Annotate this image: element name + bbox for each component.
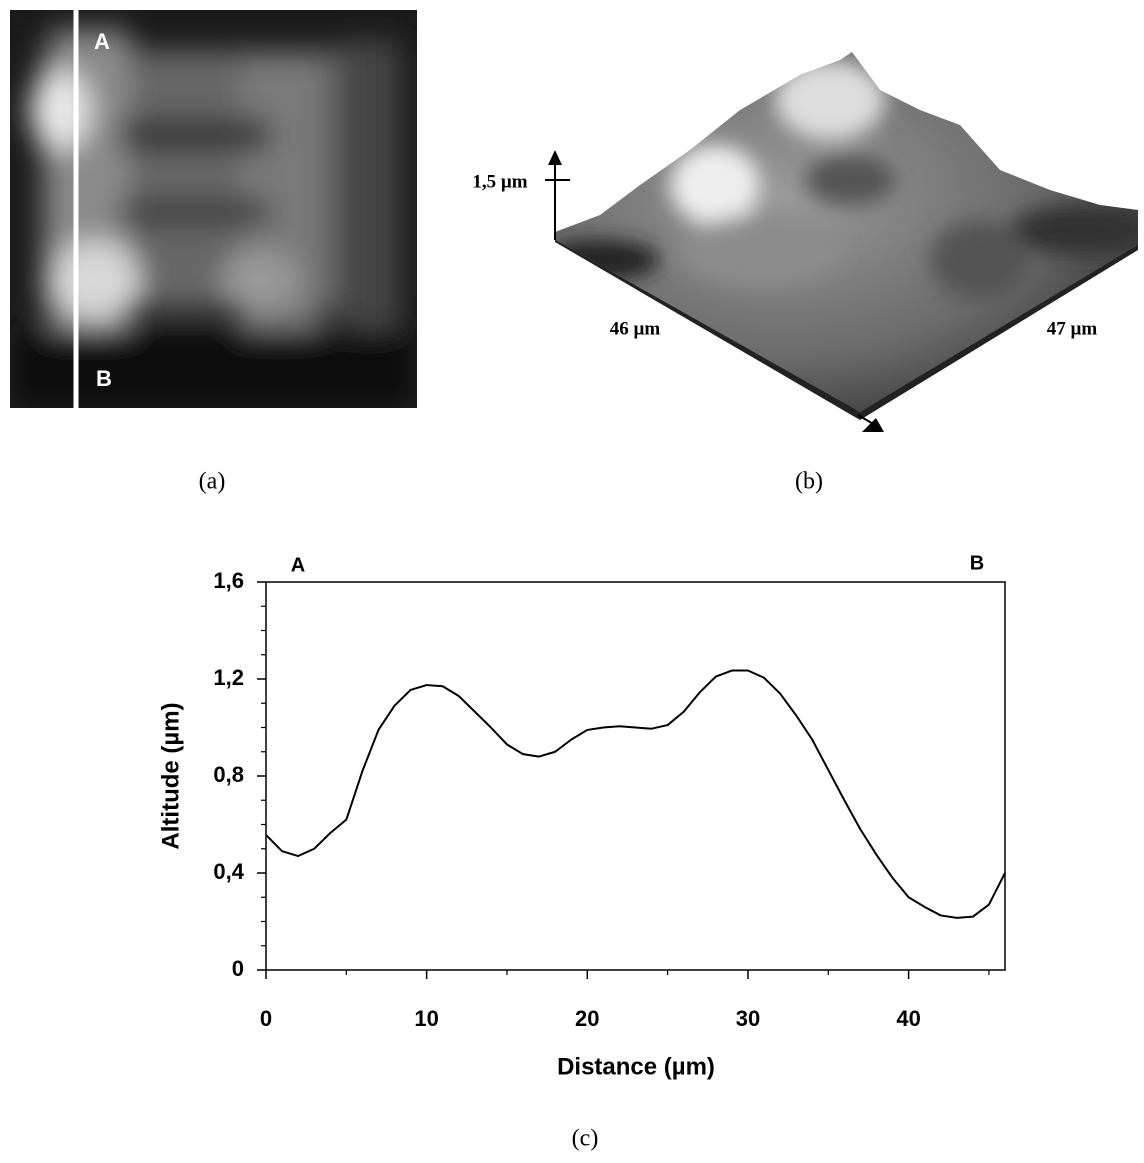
caption: (b): [795, 469, 823, 495]
y-tick-label: 1,2: [213, 665, 244, 690]
profile-line: [265, 669, 1006, 919]
height-label: 1,5 µm: [472, 171, 527, 192]
profile-end-label: B: [96, 366, 112, 391]
y-tick-label: 0,4: [213, 859, 244, 884]
x-tick-label: 0: [260, 1006, 272, 1031]
x-axis-label: Distance (µm): [557, 1053, 715, 1080]
y-tick-label: 0: [232, 956, 244, 981]
caption: (c): [572, 1126, 599, 1152]
arrowhead: [862, 418, 884, 432]
annotation: A: [291, 554, 305, 576]
x-tick-label: 10: [414, 1006, 438, 1031]
y-axis-label: Altitude (µm): [157, 702, 184, 849]
width-label: 46 µm: [610, 318, 661, 339]
y-tick-label: 1,6: [213, 568, 244, 593]
profile-start-label: A: [94, 29, 110, 54]
y-tick-label: 0,8: [213, 762, 244, 787]
plot-frame: [265, 581, 1006, 971]
x-tick-label: 40: [896, 1006, 920, 1031]
caption: (a): [199, 469, 226, 495]
arrowhead: [548, 150, 562, 165]
annotation: B: [970, 552, 984, 574]
x-tick-label: 30: [736, 1006, 760, 1031]
depth-label: 47 µm: [1047, 318, 1098, 339]
x-tick-label: 20: [575, 1006, 599, 1031]
surface-3d: 1,5 µm 46 µm 47 µm: [472, 52, 1138, 432]
afm-image: A B: [10, 10, 417, 408]
